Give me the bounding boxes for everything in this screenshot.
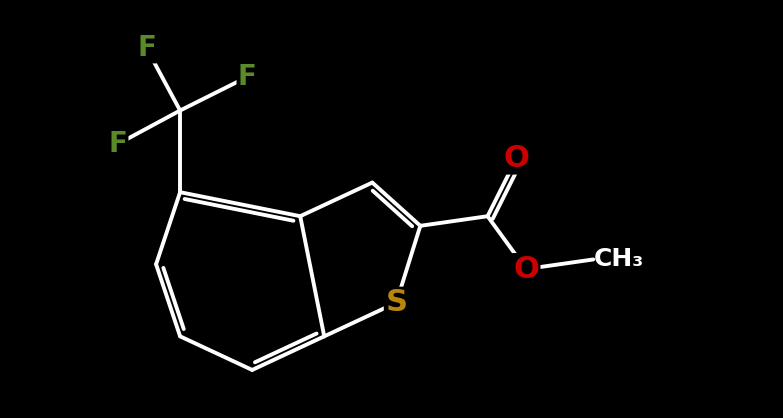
Text: F: F <box>137 34 156 62</box>
Text: F: F <box>238 63 257 91</box>
Text: O: O <box>513 255 539 283</box>
Text: O: O <box>503 144 529 173</box>
Text: F: F <box>108 130 127 158</box>
Text: S: S <box>385 288 407 317</box>
Text: CH₃: CH₃ <box>594 247 644 271</box>
